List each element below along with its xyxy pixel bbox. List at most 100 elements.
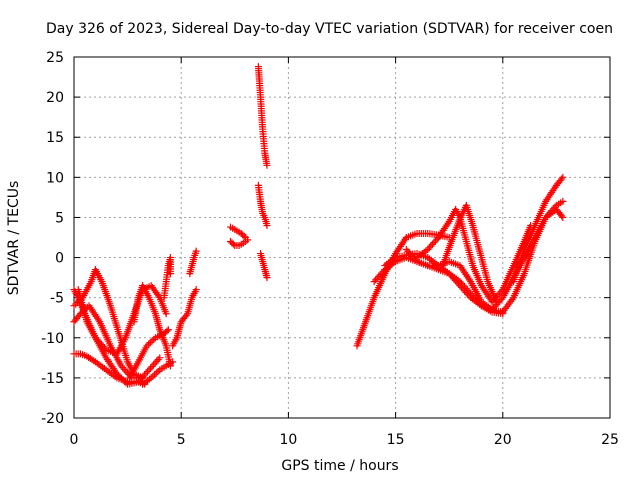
data-point-marker (447, 271, 455, 279)
y-axis-label: SDTVAR / TECUs (6, 181, 22, 296)
data-point-marker (496, 297, 504, 305)
data-point-marker (98, 341, 106, 349)
data-point-marker (558, 175, 566, 183)
data-point-marker (148, 362, 156, 370)
data-point-marker (490, 296, 498, 304)
data-point-marker (450, 275, 458, 283)
data-point-marker (93, 335, 101, 343)
data-point-marker (465, 292, 473, 300)
data-markers (70, 63, 567, 388)
x-tick-label: 10 (279, 432, 297, 448)
data-point-marker (154, 356, 162, 364)
data-point-marker (119, 376, 127, 384)
x-tick-label: 15 (387, 432, 405, 448)
data-point-marker (373, 274, 381, 282)
data-point-marker (120, 365, 128, 373)
data-point-marker (182, 311, 190, 319)
data-point-marker (153, 357, 161, 365)
data-point-marker (488, 306, 496, 314)
data-point-marker (117, 362, 125, 370)
y-tick-label: 10 (46, 170, 64, 186)
y-tick-label: 5 (55, 210, 64, 226)
y-axis: -20 -15 -10 -5 0 5 10 15 20 25 (41, 50, 610, 427)
data-point-marker (404, 247, 412, 255)
data-point-marker (497, 295, 505, 303)
y-tick-label: 25 (46, 50, 64, 66)
data-point-marker (430, 239, 438, 247)
data-point-marker (462, 289, 470, 297)
x-tick-label: 0 (70, 432, 79, 448)
data-point-marker (192, 247, 200, 255)
data-point-marker (117, 374, 125, 382)
data-point-marker (95, 337, 103, 345)
x-axis-label: GPS time / hours (281, 458, 398, 474)
data-point-marker (433, 235, 441, 243)
data-point-marker (150, 335, 158, 343)
data-point-marker (493, 293, 501, 301)
data-point-marker (431, 237, 439, 245)
data-point-marker (113, 370, 121, 378)
data-point-marker (263, 161, 271, 169)
data-point-marker (166, 270, 174, 278)
data-point-marker (491, 294, 499, 302)
data-point-marker (457, 283, 465, 291)
data-point-marker (150, 361, 158, 369)
data-point-marker (493, 301, 501, 309)
data-point-marker (379, 267, 387, 275)
data-point-marker (70, 302, 78, 310)
data-point-marker (459, 285, 467, 293)
data-point-marker (488, 298, 496, 306)
data-point-marker (91, 334, 99, 342)
data-point-marker (263, 221, 271, 229)
data-point-marker (90, 357, 98, 365)
x-tick-label: 5 (177, 432, 186, 448)
data-point-marker (152, 369, 160, 377)
data-point-marker (559, 213, 567, 221)
data-point-marker (143, 342, 151, 350)
data-point-marker (445, 270, 453, 278)
data-point-marker (372, 276, 380, 284)
data-point-marker (229, 240, 237, 248)
y-tick-label: -10 (41, 331, 64, 347)
data-point-marker (559, 173, 567, 181)
x-axis: 0 5 10 15 20 25 (70, 57, 619, 448)
data-point-marker (149, 372, 157, 380)
data-point-marker (263, 274, 271, 282)
plot-frame (73, 56, 611, 419)
y-tick-label: -15 (41, 371, 64, 387)
data-point-marker (490, 304, 498, 312)
data-point-marker (497, 287, 505, 295)
data-point-marker (145, 340, 153, 348)
data-point-marker (451, 276, 459, 284)
data-point-marker (162, 310, 170, 318)
data-point-marker (121, 377, 129, 385)
data-point-marker (146, 339, 154, 347)
data-point-marker (428, 240, 436, 248)
x-tick-label: 25 (601, 432, 619, 448)
data-point-marker (454, 280, 462, 288)
data-point-marker (376, 271, 384, 279)
data-point-marker (378, 269, 386, 277)
y-tick-label: -5 (50, 291, 64, 307)
data-point-marker (164, 326, 172, 334)
data-point-marker (448, 273, 456, 281)
data-point-marker (405, 249, 413, 257)
data-point-marker (166, 362, 174, 370)
data-point-marker (424, 246, 432, 254)
data-point-marker (147, 374, 155, 382)
data-point-marker (114, 371, 122, 379)
data-point-marker (402, 246, 410, 254)
y-tick-label: 0 (55, 251, 64, 267)
data-point-marker (75, 311, 83, 319)
data-point-marker (494, 291, 502, 299)
data-point-marker (453, 278, 461, 286)
data-point-marker (151, 359, 159, 367)
data-point-marker (461, 287, 469, 295)
data-point-marker (192, 286, 200, 294)
x-tick-label: 20 (494, 432, 512, 448)
y-tick-label: -20 (41, 411, 64, 427)
data-point-marker (139, 374, 147, 382)
data-point-marker (72, 300, 80, 308)
data-point-marker (494, 299, 502, 307)
data-point-marker (122, 367, 130, 375)
